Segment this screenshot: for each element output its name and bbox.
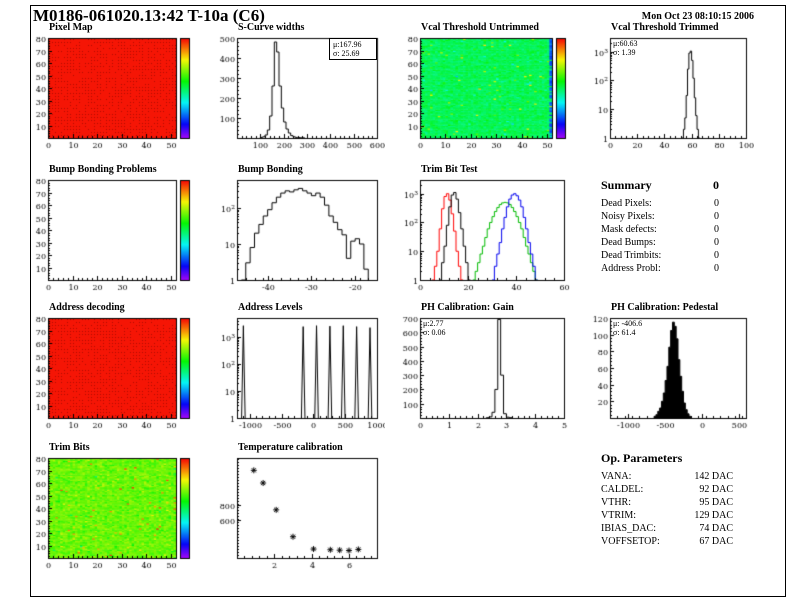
temperature-calibration-plot bbox=[213, 455, 385, 575]
panel-vcal-threshold-untrimmed: Vcal Threshold Untrimmed bbox=[396, 22, 572, 155]
panel-pixel-map: Pixel Map bbox=[24, 22, 196, 155]
stats-sigma: σ: 61.4 bbox=[613, 328, 636, 337]
panel-trim-bit-test: Trim Bit Test bbox=[396, 164, 572, 297]
op-parameter-row: VTHR: 95 DAC bbox=[601, 497, 733, 508]
pixel-map-plot bbox=[24, 35, 196, 155]
stats-mean: μ: -406.6 bbox=[613, 319, 643, 328]
ph-gain-plot bbox=[396, 315, 572, 435]
chart-title: Vcal Threshold Untrimmed bbox=[421, 22, 539, 33]
summary-header: Summary 0 bbox=[601, 178, 719, 193]
chart-title: Temperature calibration bbox=[238, 442, 343, 453]
vcal-untrimmed-plot bbox=[396, 35, 572, 155]
bump-bonding-plot bbox=[213, 177, 385, 297]
summary-row: Noisy Pixels: 0 bbox=[601, 211, 719, 222]
op-parameters-title: Op. Parameters bbox=[601, 451, 683, 465]
chart-title: Pixel Map bbox=[49, 22, 93, 33]
stats-text: μ: -406.6 σ: 61.4 bbox=[613, 319, 642, 337]
chart-title: Bump Bonding Problems bbox=[49, 164, 157, 175]
timestamp: Mon Oct 23 08:10:15 2006 bbox=[641, 11, 754, 22]
op-parameters-header: Op. Parameters bbox=[601, 451, 733, 466]
summary-row: Mask defects: 0 bbox=[601, 224, 719, 235]
trim-bits-plot bbox=[24, 455, 196, 575]
chart-title: Address decoding bbox=[49, 302, 125, 313]
panel-temperature-calibration: Temperature calibration bbox=[213, 442, 385, 575]
panel-address-levels: Address Levels bbox=[213, 302, 385, 435]
summary-total: 0 bbox=[713, 178, 719, 192]
chart-title: Trim Bits bbox=[49, 442, 90, 453]
op-parameter-row: VTRIM: 129 DAC bbox=[601, 510, 733, 521]
chart-title: Trim Bit Test bbox=[421, 164, 478, 175]
stats-text: μ:2.77 σ: 0.06 bbox=[423, 319, 446, 337]
stats-mean: μ:2.77 bbox=[423, 319, 444, 328]
op-parameter-row: CALDEL: 92 DAC bbox=[601, 484, 733, 495]
summary-title: Summary bbox=[601, 178, 652, 192]
op-parameter-row: VANA: 142 DAC bbox=[601, 471, 733, 482]
stats-text: μ:60.63 σ: 1.39 bbox=[613, 39, 638, 57]
chart-title: Vcal Threshold Trimmed bbox=[611, 22, 719, 33]
op-parameters-block: Op. Parameters VANA: 142 DAC CALDEL: 92 DA… bbox=[601, 451, 733, 548]
summary-row: Dead Trimbits: 0 bbox=[601, 250, 719, 261]
stats-sigma: σ: 0.06 bbox=[423, 328, 446, 337]
op-parameter-row: VOFFSETOP: 67 DAC bbox=[601, 536, 733, 547]
stats-sigma: σ: 25.69 bbox=[333, 49, 360, 58]
bump-bonding-problems-plot bbox=[24, 177, 196, 297]
stats-box: μ:167.96 σ: 25.69 bbox=[329, 38, 377, 60]
summary-row: Dead Bumps: 0 bbox=[601, 237, 719, 248]
panel-bump-bonding-problems: Bump Bonding Problems bbox=[24, 164, 196, 297]
op-parameter-row: IBIAS_DAC: 74 DAC bbox=[601, 523, 733, 534]
panel-trim-bits: Trim Bits bbox=[24, 442, 196, 575]
summary-row: Address Probl: 0 bbox=[601, 263, 719, 274]
stats-mean: μ:60.63 bbox=[613, 39, 638, 48]
address-levels-plot bbox=[213, 315, 385, 435]
chart-title: Address Levels bbox=[238, 302, 303, 313]
panel-vcal-threshold-trimmed: Vcal Threshold Trimmed μ:60.63 σ: 1.39 bbox=[586, 22, 754, 155]
page-title: M0186-061020.13:42 T-10a (C6) bbox=[33, 6, 265, 25]
summary-row: Dead Pixels: 0 bbox=[601, 198, 719, 209]
trim-bit-test-plot bbox=[396, 177, 572, 297]
panel-bump-bonding: Bump Bonding bbox=[213, 164, 385, 297]
ph-pedestal-plot bbox=[586, 315, 754, 435]
chart-title: Bump Bonding bbox=[238, 164, 303, 175]
summary-block: Summary 0 Dead Pixels: 0 Noisy Pixels: 0 M… bbox=[601, 178, 719, 275]
stats-mean: μ:167.96 bbox=[333, 40, 362, 49]
chart-title: S-Curve widths bbox=[238, 22, 305, 33]
chart-title: PH Calibration: Pedestal bbox=[611, 302, 719, 313]
chart-title: PH Calibration: Gain bbox=[421, 302, 514, 313]
panel-ph-calibration-gain: PH Calibration: Gain μ:2.77 σ: 0.06 bbox=[396, 302, 572, 435]
panel-ph-calibration-pedestal: PH Calibration: Pedestal μ: -406.6 σ: 61… bbox=[586, 302, 754, 435]
panel-scurve-widths: S-Curve widths μ:167.96 σ: 25.69 bbox=[213, 22, 385, 155]
address-decoding-plot bbox=[24, 315, 196, 435]
panel-address-decoding: Address decoding bbox=[24, 302, 196, 435]
vcal-trimmed-plot bbox=[586, 35, 754, 155]
stats-sigma: σ: 1.39 bbox=[613, 48, 636, 57]
